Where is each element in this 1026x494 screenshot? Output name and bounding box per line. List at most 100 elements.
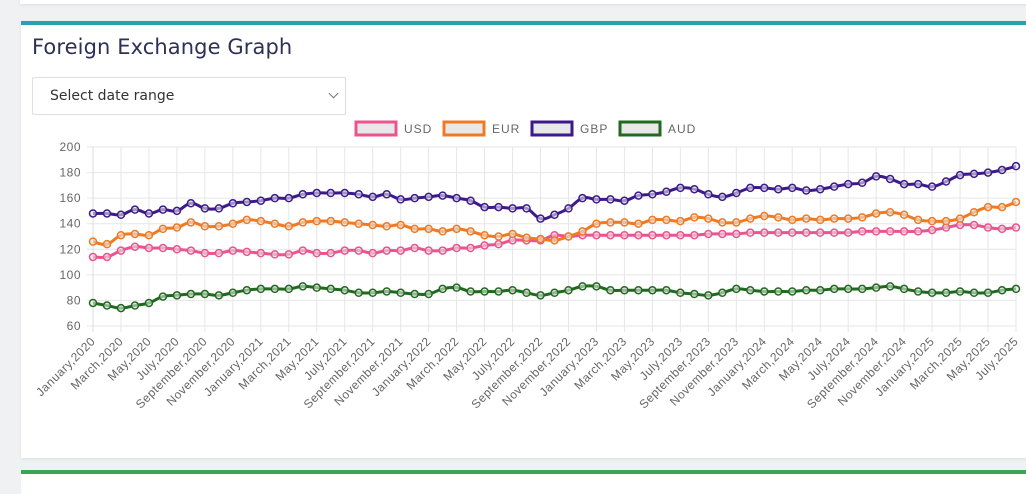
data-point-gbp: [522, 204, 531, 213]
date-range-select-value: Select date range: [50, 88, 175, 104]
data-point-aud: [284, 284, 294, 294]
data-point-gbp: [857, 178, 867, 188]
data-point-aud: [270, 284, 280, 294]
legend-swatch: [618, 120, 662, 137]
data-point-gbp: [298, 190, 308, 199]
data-point-eur: [102, 239, 112, 249]
data-point-eur: [857, 213, 867, 222]
data-point-usd: [410, 243, 419, 253]
data-point-eur: [354, 219, 363, 228]
data-point-usd: [648, 230, 657, 240]
data-point-eur: [899, 210, 909, 220]
data-point-aud: [186, 289, 196, 299]
data-point-aud: [704, 291, 713, 300]
data-point-usd: [480, 241, 489, 250]
data-point-gbp: [815, 184, 825, 194]
y-tick-label: 100: [59, 268, 81, 282]
data-point-usd: [102, 252, 112, 262]
data-point-gbp: [704, 190, 713, 199]
data-point-aud: [144, 298, 154, 308]
data-point-aud: [941, 288, 951, 298]
data-point-gbp: [88, 209, 98, 218]
data-point-usd: [256, 248, 266, 258]
data-point-eur: [1011, 197, 1021, 207]
data-point-gbp: [312, 188, 322, 198]
data-point-gbp: [326, 188, 335, 198]
legend-item-aud: AUD: [618, 120, 695, 137]
data-point-eur: [494, 232, 503, 241]
data-point-aud: [871, 283, 881, 292]
data-point-aud: [843, 284, 853, 294]
data-point-usd: [843, 228, 853, 237]
data-point-gbp: [676, 183, 685, 193]
data-point-eur: [774, 213, 783, 222]
y-tick-label: 60: [67, 319, 81, 333]
data-point-aud: [676, 288, 685, 298]
data-point-eur: [214, 222, 224, 231]
data-point-aud: [592, 282, 601, 291]
data-point-eur: [578, 227, 587, 236]
data-point-aud: [955, 287, 965, 296]
data-point-gbp: [787, 183, 797, 193]
data-point-aud: [746, 285, 755, 295]
data-point-usd: [158, 243, 168, 253]
data-point-eur: [801, 214, 811, 223]
data-point-eur: [913, 215, 923, 225]
data-point-usd: [396, 246, 405, 255]
data-point-gbp: [913, 179, 923, 189]
fx-line-chart: 60 80 100 120 140 160 180 200 January,2020March…: [33, 120, 1021, 411]
data-point-gbp: [606, 195, 615, 204]
data-point-gbp: [899, 179, 909, 189]
data-point-aud: [536, 291, 545, 300]
data-point-usd: [885, 227, 895, 236]
data-point-eur: [815, 215, 825, 225]
y-tick-label: 200: [59, 140, 81, 154]
data-point-usd: [438, 246, 447, 255]
data-point-gbp: [536, 214, 545, 223]
previous-card: [20, 0, 1026, 4]
data-point-eur: [620, 218, 629, 227]
data-point-eur: [396, 220, 405, 230]
data-point-usd: [815, 228, 825, 237]
data-point-usd: [899, 227, 909, 236]
data-point-eur: [662, 215, 671, 225]
data-point-aud: [801, 285, 811, 295]
data-point-eur: [130, 229, 140, 239]
data-point-usd: [787, 228, 797, 237]
data-point-aud: [102, 301, 112, 310]
x-axis: January,2020March,2020May,2020July,2020S…: [33, 334, 1021, 411]
data-point-aud: [480, 287, 489, 296]
data-point-eur: [536, 234, 545, 244]
data-point-gbp: [214, 204, 224, 213]
data-point-aud: [396, 288, 405, 298]
data-point-usd: [298, 246, 308, 255]
data-point-aud: [494, 287, 503, 296]
data-point-gbp: [871, 172, 881, 181]
data-point-usd: [116, 246, 126, 255]
data-point-gbp: [997, 165, 1007, 175]
data-point-aud: [857, 284, 867, 294]
data-point-aud: [130, 301, 140, 310]
series-eur: [88, 197, 1021, 249]
data-point-eur: [242, 215, 252, 225]
data-point-eur: [746, 214, 755, 223]
data-point-aud: [690, 289, 699, 299]
data-point-eur: [186, 218, 196, 227]
data-point-usd: [326, 248, 335, 258]
data-point-usd: [718, 229, 727, 239]
data-point-aud: [228, 288, 238, 298]
data-point-gbp: [256, 196, 266, 205]
data-point-usd: [228, 246, 238, 255]
data-point-usd: [871, 227, 881, 236]
data-point-usd: [801, 228, 811, 237]
data-point-eur: [200, 222, 210, 231]
legend-swatch: [530, 120, 574, 137]
data-point-usd: [634, 230, 643, 240]
data-point-aud: [648, 285, 657, 295]
data-point-eur: [438, 227, 447, 236]
data-point-usd: [452, 243, 461, 253]
data-point-aud: [927, 288, 937, 298]
date-range-select[interactable]: Select date range: [32, 77, 346, 115]
series-gbp: [88, 161, 1021, 223]
data-point-aud: [508, 285, 517, 295]
